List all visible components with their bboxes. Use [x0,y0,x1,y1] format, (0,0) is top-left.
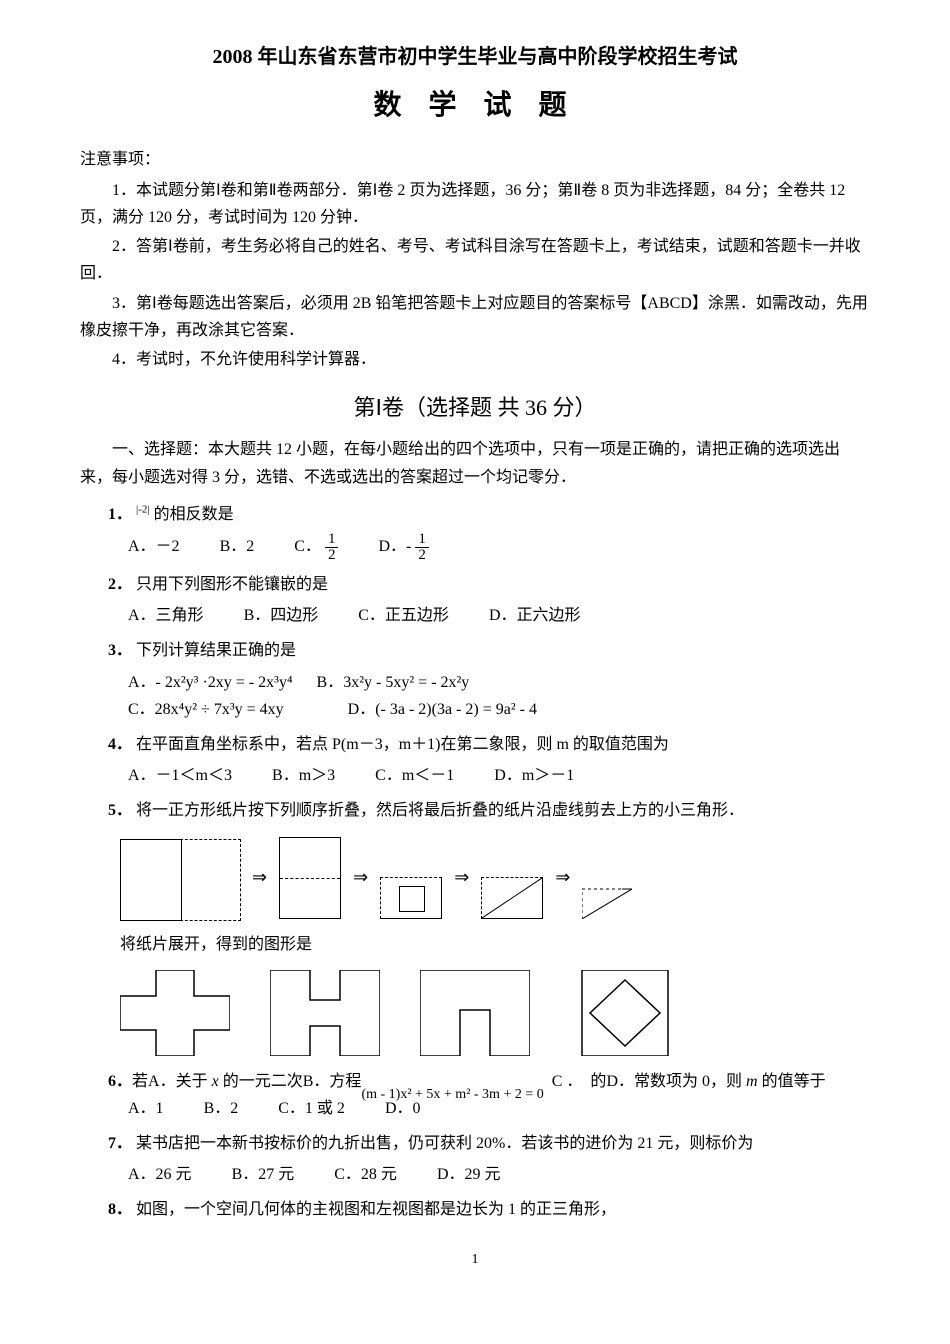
q2-opt-c: C．正五边形 [358,602,449,629]
fold-diagram: ⇒ ⇒ ⇒ ⇒ [120,837,870,919]
q2-opt-b: B．四边形 [244,602,319,629]
q3-stem: 下列计算结果正确的是 [136,642,296,659]
q4-opt-b: B．m＞3 [272,762,335,789]
fold-step-3 [380,877,442,919]
arrow-icon: ⇒ [555,862,570,893]
notice-item-3: 3．第Ⅰ卷每题选出答案后，必须用 2B 铅笔把答题卡上对应题目的答案标号【ABC… [80,290,870,344]
q1-stem: 的相反数是 [154,506,234,523]
notice-item-1: 1．本试题分第Ⅰ卷和第Ⅱ卷两部分．第Ⅰ卷 2 页为选择题，36 分；第Ⅱ卷 8 … [80,177,870,231]
q3-opt-b: B．3x²y - 5xy² = - 2x²y [317,669,470,696]
q6-number: 6． [108,1068,132,1095]
main-title: 2008 年山东省东营市初中学生毕业与高中阶段学校招生考试 [80,40,870,74]
q2-options: A．三角形 B．四边形 C．正五边形 D．正六边形 [128,602,870,629]
q7-opt-b: B．27 元 [232,1161,295,1188]
q1-opt-a: A．－2 [128,533,180,560]
q7-number: 7． [108,1135,132,1152]
q3-opt-a: A．- 2x²y³ ·2xy = - 2x³y⁴ [128,669,293,696]
q6-opt-c: C．1 或 2 [278,1095,345,1122]
question-2: 2． 只用下列图形不能镶嵌的是 [108,571,870,598]
q5-stem: 将一正方形纸片按下列顺序折叠，然后将最后折叠的纸片沿虚线剪去上方的小三角形． [136,802,744,819]
q3-options: A．- 2x²y³ ·2xy = - 2x³y⁴ B．3x²y - 5xy² =… [128,669,870,723]
q8-stem: 如图，一个空间几何体的主视图和左视图都是边长为 1 的正三角形， [136,1201,616,1218]
fold-step-2 [279,837,341,919]
sub-title: 数 学 试 题 [80,82,870,130]
q6-opt-b: B．2 [204,1095,239,1122]
q1-number: 1． [108,506,132,523]
notice-header: 注意事项： [80,146,870,173]
question-8: 8． 如图，一个空间几何体的主视图和左视图都是边长为 1 的正三角形， [108,1196,870,1223]
q4-opt-d: D．m＞－1 [494,762,574,789]
q7-stem: 某书店把一本新书按标价的九折出售，仍可获利 20%．若该书的进价为 21 元，则… [136,1135,753,1152]
q2-opt-a: A．三角形 [128,602,204,629]
fold-step-1 [120,839,240,919]
question-7: 7． 某书店把一本新书按标价的九折出售，仍可获利 20%．若该书的进价为 21 … [108,1130,870,1157]
q5-unfold-prompt: 将纸片展开，得到的图形是 [120,931,870,958]
arrow-icon: ⇒ [353,862,368,893]
q1-abs: |-2| [136,504,150,516]
q1-opt-d-prefix: D．- [378,538,411,555]
question-1: 1． |-2| 的相反数是 [108,501,870,528]
q7-opt-a: A．26 元 [128,1161,192,1188]
page-number: 1 [80,1248,870,1272]
q7-options: A．26 元 B．27 元 C．28 元 D．29 元 [128,1161,870,1188]
q5-shape-b [270,970,380,1056]
fold-step-4 [481,877,543,919]
question-5: 5． 将一正方形纸片按下列顺序折叠，然后将最后折叠的纸片沿虚线剪去上方的小三角形… [108,797,870,824]
q4-number: 4． [108,736,132,753]
arrow-icon: ⇒ [454,862,469,893]
arrow-icon: ⇒ [252,862,267,893]
q8-number: 8． [108,1201,132,1218]
q1-opt-d-num: 1 [415,532,429,548]
q5-shape-d [570,970,680,1056]
q5-number: 5． [108,802,132,819]
q1-opt-b: B．2 [220,533,255,560]
question-6: 6． 若A．关于 x 的一元二次B．方程 (m - 1)x² + 5x + m²… [108,1068,870,1095]
q2-opt-d: D．正六边形 [489,602,581,629]
q1-opt-c: C． 12 [294,532,338,563]
q7-opt-d: D．29 元 [437,1161,501,1188]
q4-opt-a: A．－1＜m＜3 [128,762,232,789]
question-4: 4． 在平面直角坐标系中，若点 P(m－3，m＋1)在第二象限，则 m 的取值范… [108,731,870,758]
q1-opt-c-prefix: C． [294,538,321,555]
q1-opt-c-den: 2 [325,548,339,563]
q5-shape-c [420,970,530,1056]
q4-opt-c: C．m＜－1 [375,762,454,789]
q6-stem-p1: 若A．关于 x 的一元二次B．方程 [132,1068,361,1095]
q7-opt-c: C．28 元 [334,1161,397,1188]
q1-opt-d: D．- 12 [378,532,428,563]
q2-stem: 只用下列图形不能镶嵌的是 [136,576,328,593]
q3-number: 3． [108,642,132,659]
q3-opt-d: D．(- 3a - 2)(3a - 2) = 9a² - 4 [348,696,537,723]
q1-opt-c-num: 1 [325,532,339,548]
q6-opt-d: D．0 [385,1095,421,1122]
q4-options: A．－1＜m＜3 B．m＞3 C．m＜－1 D．m＞－1 [128,762,870,789]
q6-stem-p2a: 的D．常数项为 0，则 m 的值等于 [590,1068,825,1095]
notice-item-4: 4．考试时，不允许使用科学计算器． [80,346,870,373]
q2-number: 2． [108,576,132,593]
q5-label-c: C ． [552,1068,583,1095]
q6-opt-a: A．1 [128,1095,164,1122]
q1-opt-d-den: 2 [415,548,429,563]
q3-opt-c: C．28x⁴y² ÷ 7x³y = 4xy [128,696,284,723]
q4-stem: 在平面直角坐标系中，若点 P(m－3，m＋1)在第二象限，则 m 的取值范围为 [136,736,669,753]
section-1-intro: 一、选择题：本大题共 12 小题，在每小题给出的四个选项中，只有一项是正确的，请… [80,436,870,490]
section-1-title: 第Ⅰ卷（选择题 共 36 分） [80,389,870,426]
question-3: 3． 下列计算结果正确的是 [108,637,870,664]
q1-options: A．－2 B．2 C． 12 D．- 12 [128,532,870,563]
q5-shape-a [120,970,230,1056]
fold-step-5 [582,879,632,919]
unfold-options [120,970,870,1056]
notice-item-2: 2．答第Ⅰ卷前，考生务必将自己的姓名、考号、考试科目涂写在答题卡上，考试结束，试… [80,233,870,287]
